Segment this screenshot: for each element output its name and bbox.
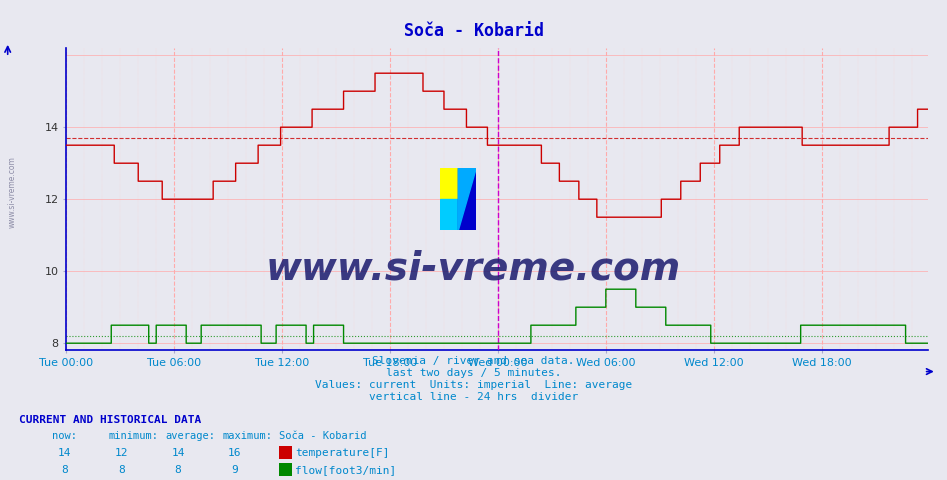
Text: 14: 14 xyxy=(171,448,185,458)
Text: www.si-vreme.com: www.si-vreme.com xyxy=(8,156,17,228)
Text: vertical line - 24 hrs  divider: vertical line - 24 hrs divider xyxy=(369,392,578,402)
Text: www.si-vreme.com: www.si-vreme.com xyxy=(266,250,681,288)
Text: last two days / 5 minutes.: last two days / 5 minutes. xyxy=(385,368,562,378)
Text: temperature[F]: temperature[F] xyxy=(295,448,390,458)
Text: 8: 8 xyxy=(174,465,182,475)
Text: 14: 14 xyxy=(58,448,71,458)
Polygon shape xyxy=(458,168,476,230)
Text: CURRENT AND HISTORICAL DATA: CURRENT AND HISTORICAL DATA xyxy=(19,415,201,425)
Text: Slovenia / river and sea data.: Slovenia / river and sea data. xyxy=(372,356,575,366)
Text: average:: average: xyxy=(166,431,216,441)
Text: maximum:: maximum: xyxy=(223,431,273,441)
Text: 9: 9 xyxy=(231,465,239,475)
Text: 8: 8 xyxy=(61,465,68,475)
Bar xyxy=(440,199,458,230)
Bar xyxy=(458,168,476,230)
Text: 12: 12 xyxy=(115,448,128,458)
Text: Soča - Kobarid: Soča - Kobarid xyxy=(403,22,544,40)
Text: Soča - Kobarid: Soča - Kobarid xyxy=(279,431,366,441)
Text: flow[foot3/min]: flow[foot3/min] xyxy=(295,465,397,475)
Text: now:: now: xyxy=(52,431,77,441)
Text: 16: 16 xyxy=(228,448,241,458)
Text: Values: current  Units: imperial  Line: average: Values: current Units: imperial Line: av… xyxy=(314,380,633,390)
Text: 8: 8 xyxy=(117,465,125,475)
Bar xyxy=(440,168,458,199)
Text: minimum:: minimum: xyxy=(109,431,159,441)
